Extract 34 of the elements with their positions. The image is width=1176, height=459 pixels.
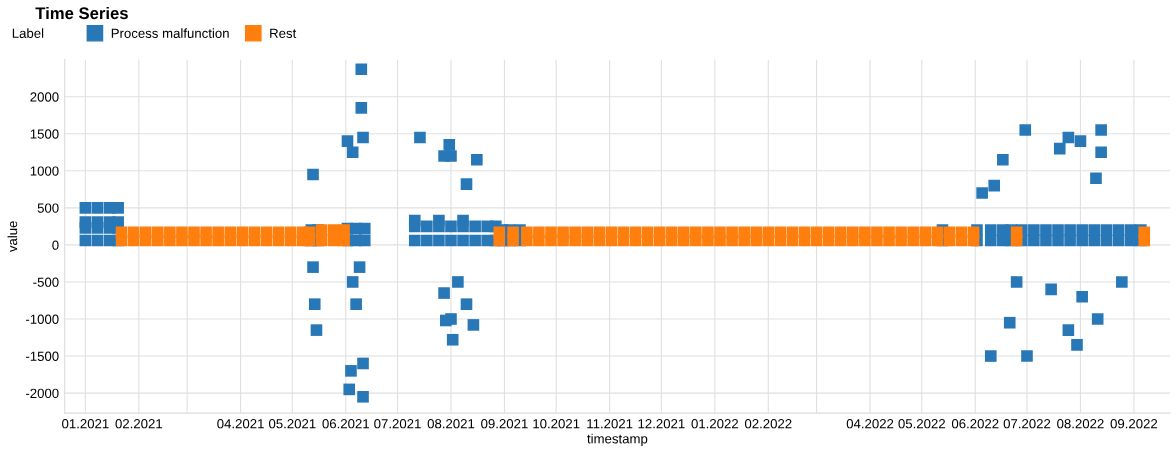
y-tick-label: 2000 [30,92,59,102]
x-tick-label: 08.2021 [427,419,475,429]
x-tick-label: 08.2022 [1057,419,1104,429]
y-tick-label: 1000 [30,166,59,176]
x-tick-label: 04.2022 [846,419,894,429]
y-tick-label: -500 [33,277,59,287]
x-tick-label: 06.2022 [951,419,999,429]
x-tick-label: 01.2021 [62,419,109,429]
x-tick-label: 09.2021 [481,419,528,429]
y-tick-label: -1500 [25,351,59,361]
legend-label: Rest [270,28,297,38]
x-axis-title: timestamp [587,433,648,447]
chart-title: Time Series [35,6,128,20]
x-tick-label: 02.2022 [744,419,792,429]
x-tick-label: 07.2022 [1003,419,1051,429]
y-tick-label: -2000 [25,388,59,399]
x-tick-label: 06.2021 [322,419,369,429]
y-tick-label: 0 [52,240,59,250]
x-tick-label: 10.2021 [533,419,580,429]
y-axis-title: value [7,221,18,253]
x-tick-label: 05.2022 [898,419,945,429]
x-tick-label: 04.2021 [217,419,264,429]
x-tick-label: 05.2021 [268,419,316,429]
x-tick-label: 02.2021 [115,419,163,429]
y-tick-label: -1000 [25,314,59,324]
y-tick-label: 500 [37,203,59,213]
legend-title: Label [12,28,44,38]
x-tick-label: 09.2022 [1110,419,1158,429]
x-tick-label: 12.2021 [638,419,685,429]
x-tick-label: 01.2022 [691,419,739,429]
x-tick-label: 11.2021 [587,419,633,429]
y-tick-label: 1500 [30,129,59,139]
legend-label: Process malfunction [111,28,229,38]
x-tick-label: 07.2021 [374,419,421,429]
